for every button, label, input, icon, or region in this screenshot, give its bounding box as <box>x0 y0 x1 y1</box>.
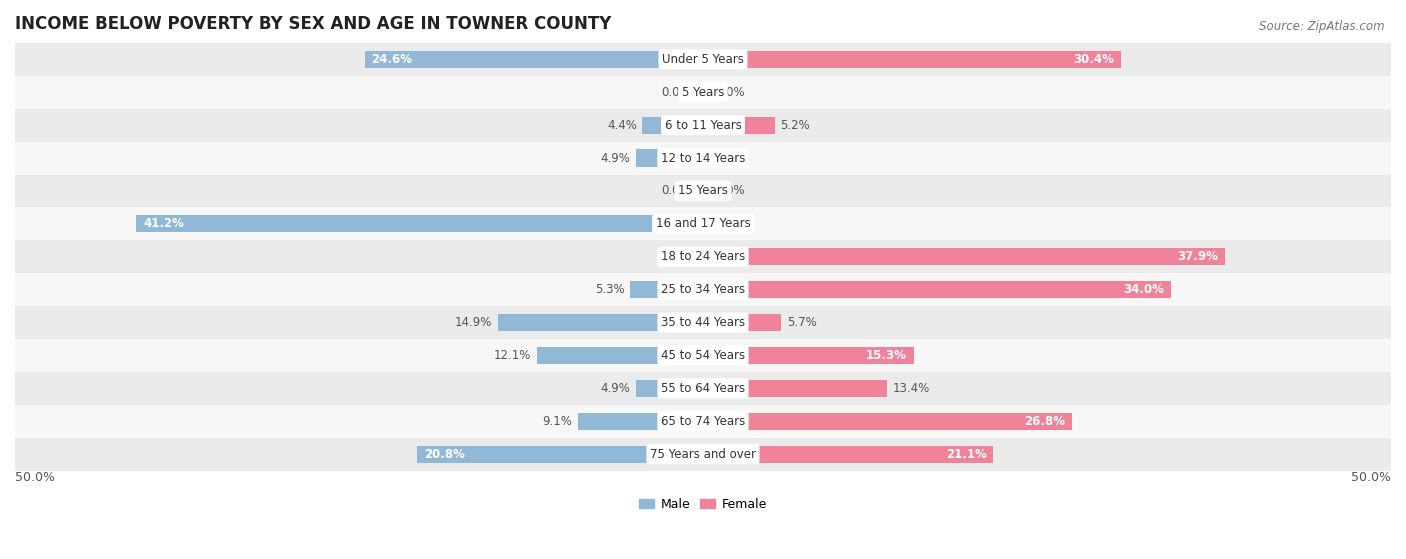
Bar <box>15 43 1391 76</box>
Bar <box>537 347 703 364</box>
Bar <box>15 141 1391 174</box>
Text: 21.1%: 21.1% <box>946 448 987 461</box>
Text: 37.9%: 37.9% <box>1177 250 1218 263</box>
Bar <box>703 380 887 397</box>
Text: 4.9%: 4.9% <box>600 382 630 395</box>
Bar <box>364 51 703 68</box>
Bar <box>15 372 1391 405</box>
Bar <box>15 108 1391 141</box>
Bar <box>636 149 703 167</box>
Bar <box>703 117 775 134</box>
Text: 6 to 11 Years: 6 to 11 Years <box>665 119 741 132</box>
Text: 50.0%: 50.0% <box>1351 471 1391 484</box>
Text: 0.0%: 0.0% <box>716 86 745 99</box>
Bar <box>15 405 1391 438</box>
Text: 41.2%: 41.2% <box>143 217 184 230</box>
Text: 65 to 74 Years: 65 to 74 Years <box>661 415 745 428</box>
Bar <box>696 84 703 101</box>
Text: 0.0%: 0.0% <box>716 184 745 197</box>
Bar <box>703 215 710 233</box>
Text: 18 to 24 Years: 18 to 24 Years <box>661 250 745 263</box>
Text: 50.0%: 50.0% <box>15 471 55 484</box>
Text: 14.9%: 14.9% <box>456 316 492 329</box>
Text: 12.1%: 12.1% <box>494 349 531 362</box>
Bar <box>15 76 1391 108</box>
Text: Source: ZipAtlas.com: Source: ZipAtlas.com <box>1260 20 1385 32</box>
Bar <box>703 446 993 463</box>
Text: 9.1%: 9.1% <box>543 415 572 428</box>
Text: Under 5 Years: Under 5 Years <box>662 53 744 66</box>
Text: 35 to 44 Years: 35 to 44 Years <box>661 316 745 329</box>
Text: INCOME BELOW POVERTY BY SEX AND AGE IN TOWNER COUNTY: INCOME BELOW POVERTY BY SEX AND AGE IN T… <box>15 15 612 33</box>
Text: 15 Years: 15 Years <box>678 184 728 197</box>
Bar <box>416 446 703 463</box>
Text: 12 to 14 Years: 12 to 14 Years <box>661 151 745 164</box>
Text: 5 Years: 5 Years <box>682 86 724 99</box>
Bar <box>703 84 710 101</box>
Text: 20.8%: 20.8% <box>423 448 464 461</box>
Text: 0.0%: 0.0% <box>716 151 745 164</box>
Bar <box>636 380 703 397</box>
Bar <box>703 51 1122 68</box>
Bar <box>703 248 1225 266</box>
Bar <box>696 182 703 200</box>
Text: 34.0%: 34.0% <box>1123 283 1164 296</box>
Text: 55 to 64 Years: 55 to 64 Years <box>661 382 745 395</box>
Text: 0.0%: 0.0% <box>661 86 690 99</box>
Bar <box>136 215 703 233</box>
Bar <box>703 314 782 331</box>
Text: 75 Years and over: 75 Years and over <box>650 448 756 461</box>
Bar <box>703 413 1071 430</box>
Text: 5.2%: 5.2% <box>780 119 810 132</box>
Bar <box>643 117 703 134</box>
Text: 24.6%: 24.6% <box>371 53 412 66</box>
Text: 30.4%: 30.4% <box>1074 53 1115 66</box>
Text: 4.9%: 4.9% <box>600 151 630 164</box>
Bar <box>15 306 1391 339</box>
Bar <box>703 182 710 200</box>
Bar <box>578 413 703 430</box>
Text: 0.0%: 0.0% <box>661 250 690 263</box>
Text: 25 to 34 Years: 25 to 34 Years <box>661 283 745 296</box>
Bar <box>15 174 1391 207</box>
Text: 15.3%: 15.3% <box>866 349 907 362</box>
Text: 5.3%: 5.3% <box>595 283 624 296</box>
Text: 5.7%: 5.7% <box>787 316 817 329</box>
Text: 0.0%: 0.0% <box>716 217 745 230</box>
Text: 16 and 17 Years: 16 and 17 Years <box>655 217 751 230</box>
Bar <box>703 149 710 167</box>
Legend: Male, Female: Male, Female <box>634 492 772 516</box>
Bar <box>15 438 1391 471</box>
Text: 13.4%: 13.4% <box>893 382 931 395</box>
Text: 4.4%: 4.4% <box>607 119 637 132</box>
Bar <box>15 207 1391 240</box>
Bar <box>15 240 1391 273</box>
Bar <box>15 339 1391 372</box>
Text: 45 to 54 Years: 45 to 54 Years <box>661 349 745 362</box>
Bar <box>630 281 703 299</box>
Text: 26.8%: 26.8% <box>1024 415 1064 428</box>
Bar <box>703 347 914 364</box>
Bar <box>696 248 703 266</box>
Bar <box>703 281 1171 299</box>
Text: 0.0%: 0.0% <box>661 184 690 197</box>
Bar <box>498 314 703 331</box>
Bar <box>15 273 1391 306</box>
